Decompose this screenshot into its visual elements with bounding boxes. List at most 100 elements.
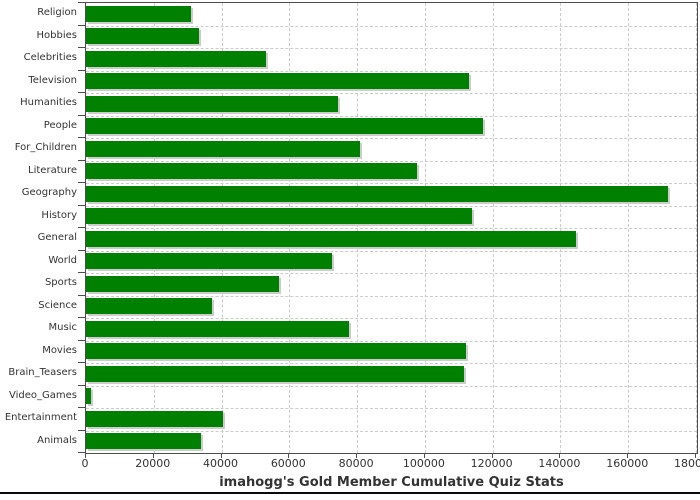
horizontal-gridline [86,70,697,72]
horizontal-gridline [86,273,697,274]
value-axis-tick [627,453,629,458]
bar-for_children [86,140,361,157]
category-label-movies: Movies [42,344,77,356]
bottom-border-line [0,492,700,494]
value-axis-label: 60000 [270,457,306,470]
category-label-animals: Animals [37,434,77,446]
bar-history [86,208,473,224]
category-label-celebrities: Celebrities [23,52,77,63]
value-axis-tick [559,453,561,458]
horizontal-gridline [86,295,697,297]
category-label-video_games: Video_Games [9,389,77,401]
category-axis-tick [78,317,85,318]
category-label-literature: Literature [28,164,77,176]
value-axis-label: 180000 [673,457,700,470]
bar-people [86,118,483,134]
category-axis-tick [78,429,85,431]
horizontal-gridline [86,385,697,387]
bar-humanities [86,95,338,112]
value-axis-label: 0 [81,457,89,470]
value-axis-tick [491,453,493,458]
value-axis-tick [152,453,154,458]
value-axis-tick [423,453,425,458]
value-axis-label: 40000 [203,457,239,470]
category-label-people: People [43,119,77,131]
bar-general [86,230,577,247]
horizontal-gridline [86,93,697,94]
value-axis-label: 80000 [338,457,374,470]
category-axis-tick [78,249,85,251]
category-axis-tick [78,92,85,93]
horizontal-gridline [86,340,697,342]
horizontal-gridline [86,408,697,409]
category-label-geography: Geography [21,187,77,198]
bar-hobbies [86,28,199,44]
category-label-world: World [48,254,77,266]
category-axis-tick [78,362,85,363]
category-axis-tick [78,24,85,26]
bar-religion [86,5,192,22]
category-axis-tick [78,384,85,386]
value-axis-tick [220,453,222,458]
bar-animals [86,433,201,449]
value-axis-label: 20000 [135,457,171,470]
category-axis-tick [78,182,85,183]
horizontal-gridline [86,363,697,364]
horizontal-gridline [86,25,697,27]
category-axis-tick [78,452,85,453]
category-axis-tick [78,204,85,206]
horizontal-gridline [86,205,697,207]
category-axis-tick [78,114,85,116]
horizontal-gridline [86,250,697,252]
category-label-for_children: For_Children [14,142,77,153]
category-label-science: Science [38,299,77,311]
horizontal-gridline [86,318,697,319]
bar-science [86,298,213,314]
value-axis-tick [356,453,358,458]
category-label-general: General [37,232,77,243]
value-axis-label: 120000 [470,457,513,470]
value-axis-tick [85,453,86,458]
value-axis-label: 100000 [402,457,445,470]
category-label-humanities: Humanities [20,97,77,108]
plot-area [85,2,698,454]
bar-brain_teasers [86,365,464,382]
horizontal-gridline [86,160,697,162]
horizontal-gridline [86,430,697,432]
chart-title: imahogg's Gold Member Cumulative Quiz St… [219,475,564,490]
value-axis-tick [694,453,696,458]
bar-celebrities [86,50,266,67]
bar-literature [86,163,417,179]
bar-movies [86,343,467,359]
horizontal-gridline [86,228,697,229]
horizontal-gridline [86,48,697,49]
category-label-brain_teasers: Brain_Teasers [8,367,77,378]
value-axis-label: 140000 [538,457,581,470]
category-axis-tick [78,137,85,138]
category-axis-tick [78,407,85,408]
bar-entertainment [86,410,224,427]
category-label-sports: Sports [44,277,77,288]
horizontal-gridline [86,138,697,139]
category-axis-tick [78,272,85,273]
horizontal-gridline [86,183,697,184]
category-axis-tick [78,339,85,341]
bar-music [86,320,350,337]
category-axis-tick [78,227,85,228]
bar-world [86,253,333,269]
category-axis-tick [78,2,85,3]
category-label-television: Television [28,74,77,86]
bar-video_games [86,388,91,404]
value-axis-tick [288,453,290,458]
category-axis-tick [78,159,85,161]
horizontal-gridline [86,115,697,117]
category-axis-tick [78,47,85,48]
value-axis-label: 160000 [606,457,649,470]
category-label-religion: Religion [37,7,77,18]
category-axis-tick [78,294,85,296]
bar-television [86,73,469,89]
bar-sports [86,275,280,292]
category-axis-tick [78,69,85,71]
bar-geography [86,185,669,202]
